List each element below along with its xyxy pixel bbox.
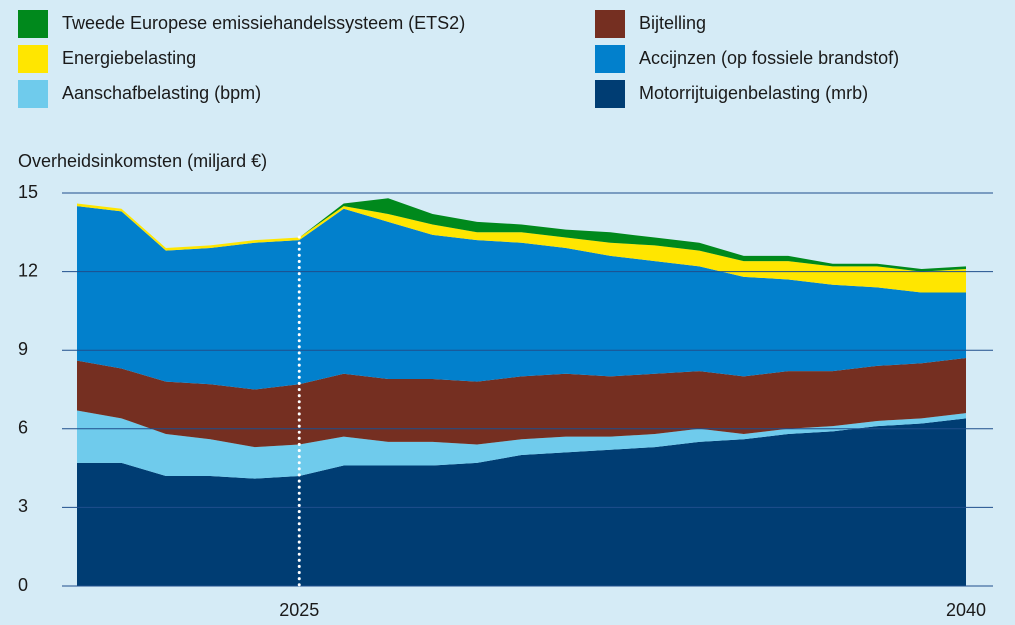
x-tick-label: 2040 [946,600,986,620]
y-axis-label: Overheidsinkomsten (miljard €) [18,151,267,171]
legend-label: Accijnzen (op fossiele brandstof) [639,48,899,68]
legend-swatch [595,10,625,38]
area [77,203,966,293]
legend-swatch [18,80,48,108]
y-tick-label: 6 [18,418,28,438]
legend-label: Aanschafbelasting (bpm) [62,83,261,103]
area [77,198,966,272]
legend-swatch [595,80,625,108]
legend-swatch [18,10,48,38]
y-tick-label: 3 [18,496,28,516]
legend-label: Bijtelling [639,13,706,33]
y-tick-label: 0 [18,575,28,595]
x-tick-label: 2025 [279,600,319,620]
legend-label: Energiebelasting [62,48,196,68]
y-tick-label: 15 [18,182,38,202]
area [77,418,966,586]
legend-swatch [18,45,48,73]
legend-label: Motorrijtuigenbelasting (mrb) [639,83,868,103]
area [77,206,966,390]
legend-label: Tweede Europese emissiehandelssysteem (E… [62,13,465,33]
legend-swatch [595,45,625,73]
y-tick-label: 12 [18,260,38,280]
y-tick-label: 9 [18,339,28,359]
